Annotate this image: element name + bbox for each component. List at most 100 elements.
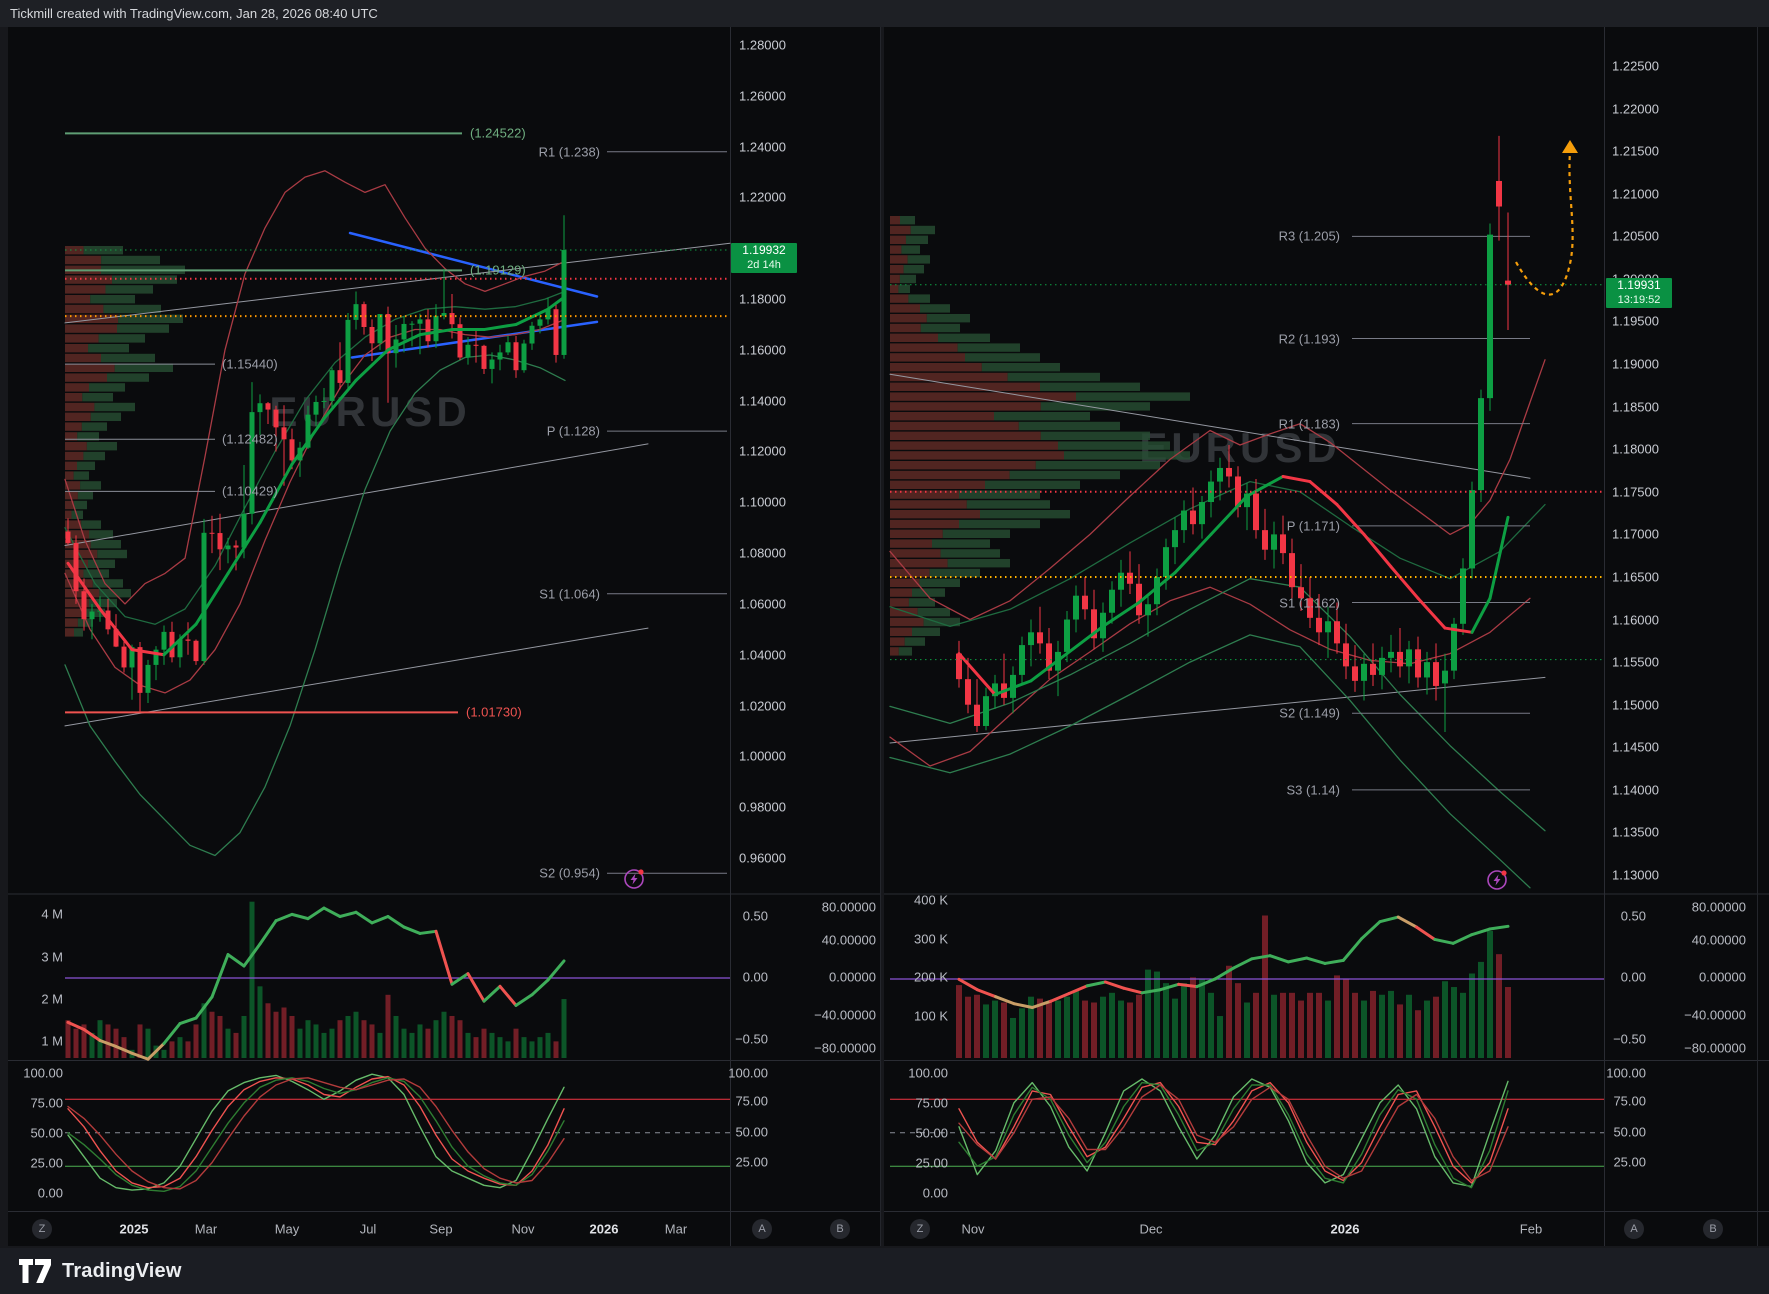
time-axis-label[interactable]: 2025 bbox=[119, 1221, 149, 1237]
price-axis-tick[interactable]: 1.13000 bbox=[1612, 867, 1659, 883]
secondary-scale-tick[interactable]: 100.00 bbox=[728, 1065, 768, 1081]
price-axis-tick[interactable]: 1.17000 bbox=[1612, 526, 1659, 542]
volume-scale-tick[interactable]: 2 M bbox=[41, 991, 63, 1007]
price-axis-tick[interactable]: 1.14000 bbox=[1612, 782, 1659, 798]
oscillator-scale-tick[interactable]: 75.00 bbox=[915, 1095, 948, 1111]
secondary-scale-tick[interactable]: 40.00000 bbox=[821, 932, 876, 948]
price-axis-tick[interactable]: 1.18000 bbox=[739, 291, 786, 307]
price-axis-tick[interactable]: 1.28000 bbox=[739, 37, 786, 53]
secondary-scale-tick[interactable]: −40.00000 bbox=[814, 1007, 876, 1023]
price-axis-tick[interactable]: 1.19000 bbox=[1612, 356, 1659, 372]
price-axis-tick[interactable]: 1.21500 bbox=[1612, 143, 1659, 159]
secondary-scale-tick[interactable]: 0.00000 bbox=[829, 969, 876, 985]
price-axis-tick[interactable]: 0.96000 bbox=[739, 850, 786, 866]
secondary-scale-tick[interactable]: −0.50 bbox=[735, 1031, 768, 1047]
oscillator-scale-tick[interactable]: 0.00 bbox=[37, 1185, 63, 1200]
secondary-scale-tick[interactable]: −80.00000 bbox=[1684, 1040, 1746, 1056]
price-axis-tick[interactable]: 1.16000 bbox=[1612, 612, 1659, 628]
price-axis-tick[interactable]: 1.16500 bbox=[1612, 569, 1659, 585]
price-axis-tick[interactable]: 1.15000 bbox=[1612, 697, 1659, 713]
time-axis-label[interactable]: May bbox=[274, 1221, 300, 1237]
secondary-scale-tick[interactable]: 75.00 bbox=[1613, 1093, 1646, 1109]
secondary-scale-tick[interactable]: 0.50 bbox=[742, 908, 768, 924]
oscillator-scale-tick[interactable]: 75.00 bbox=[30, 1095, 63, 1111]
time-axis-label[interactable]: Sep bbox=[429, 1221, 453, 1237]
oscillator-scale-tick[interactable]: 25.00 bbox=[915, 1155, 948, 1171]
volume-scale-tick[interactable]: 1 M bbox=[41, 1033, 63, 1049]
tradingview-wordmark[interactable]: TradingView bbox=[62, 1259, 182, 1282]
secondary-scale-tick[interactable]: 80.00000 bbox=[821, 899, 876, 915]
time-axis-label[interactable]: Feb bbox=[1519, 1221, 1543, 1237]
price-axis-tick[interactable]: 1.10000 bbox=[739, 494, 786, 510]
volume-scale-tick[interactable]: 4 M bbox=[41, 906, 63, 922]
oscillator-scale-tick[interactable]: 50.00 bbox=[915, 1125, 948, 1141]
price-axis-tick[interactable]: 1.20500 bbox=[1612, 228, 1659, 244]
secondary-scale-tick[interactable]: 80.00000 bbox=[1691, 899, 1746, 915]
volume-scale-tick[interactable]: 3 M bbox=[41, 949, 63, 965]
secondary-scale-tick[interactable]: 25.00 bbox=[735, 1154, 768, 1170]
time-axis-label[interactable]: 2026 bbox=[589, 1221, 619, 1237]
time-axis-label[interactable]: Dec bbox=[1139, 1221, 1163, 1237]
secondary-scale-tick[interactable]: 25.00 bbox=[1613, 1154, 1646, 1170]
price-axis-tick[interactable]: 1.24000 bbox=[739, 139, 786, 155]
secondary-scale-tick[interactable]: 50.00 bbox=[735, 1124, 768, 1140]
tradingview-logo-icon[interactable] bbox=[18, 1258, 52, 1284]
price-axis-tick[interactable]: 1.22000 bbox=[1612, 101, 1659, 117]
axis-button-a[interactable]: A bbox=[752, 1219, 772, 1239]
secondary-scale-tick[interactable]: 0.00 bbox=[1620, 969, 1646, 985]
oscillator-scale-tick[interactable]: 25.00 bbox=[30, 1155, 63, 1171]
volume-scale-tick[interactable]: 300 K bbox=[914, 931, 948, 947]
last-price-label: 1.19932 2d 14h bbox=[731, 242, 797, 273]
time-axis-label[interactable]: Mar bbox=[194, 1221, 218, 1237]
axis-button-b[interactable]: B bbox=[1703, 1219, 1723, 1239]
secondary-scale-tick[interactable]: 0.50 bbox=[1620, 908, 1646, 924]
price-axis-tick[interactable]: 1.08000 bbox=[739, 545, 786, 561]
price-axis-tick[interactable]: 1.18000 bbox=[1612, 441, 1659, 457]
price-axis-tick[interactable]: 1.06000 bbox=[739, 596, 786, 612]
secondary-scale-tick[interactable]: −80.00000 bbox=[814, 1040, 876, 1056]
secondary-scale-tick[interactable]: 50.00 bbox=[1613, 1124, 1646, 1140]
time-axis-label[interactable]: 2026 bbox=[1330, 1221, 1360, 1237]
oscillator-scale-tick[interactable]: 100.00 bbox=[908, 1065, 948, 1081]
secondary-scale-tick[interactable]: 75.00 bbox=[735, 1093, 768, 1109]
secondary-scale-tick[interactable]: 0.00000 bbox=[1699, 969, 1746, 985]
secondary-scale-tick[interactable]: −40.00000 bbox=[1684, 1007, 1746, 1023]
volume-scale-tick[interactable]: 400 K bbox=[914, 892, 948, 908]
axis-button-z[interactable]: Z bbox=[910, 1219, 930, 1239]
axis-button-b[interactable]: B bbox=[830, 1219, 850, 1239]
price-axis-tick[interactable]: 1.12000 bbox=[739, 443, 786, 459]
price-axis-tick[interactable]: 1.17500 bbox=[1612, 484, 1659, 500]
secondary-scale-tick[interactable]: −0.50 bbox=[1613, 1031, 1646, 1047]
time-axis-label[interactable]: Jul bbox=[359, 1221, 377, 1237]
price-axis-tick[interactable]: 1.26000 bbox=[739, 88, 786, 104]
price-axis-tick[interactable]: 1.15500 bbox=[1612, 654, 1659, 670]
secondary-scale-tick[interactable]: 40.00000 bbox=[1691, 932, 1746, 948]
price-axis-tick[interactable]: 0.98000 bbox=[739, 799, 786, 815]
volume-scale-tick[interactable]: 200 K bbox=[914, 969, 948, 985]
price-axis-tick[interactable]: 1.02000 bbox=[739, 698, 786, 714]
price-axis-tick[interactable]: 1.14000 bbox=[739, 393, 786, 409]
pivot-label: S2 (0.954) bbox=[539, 865, 600, 881]
time-axis-label[interactable]: Mar bbox=[664, 1221, 688, 1237]
price-axis-tick[interactable]: 1.22500 bbox=[1612, 58, 1659, 74]
price-axis-tick[interactable]: 1.14500 bbox=[1612, 739, 1659, 755]
oscillator-scale-tick[interactable]: 50.00 bbox=[30, 1125, 63, 1141]
bar-countdown: 13:19:52 bbox=[1617, 293, 1661, 306]
oscillator-scale-tick[interactable]: 0.00 bbox=[922, 1185, 948, 1200]
oscillator-scale-tick[interactable]: 100.00 bbox=[23, 1065, 63, 1081]
secondary-scale-tick[interactable]: 100.00 bbox=[1606, 1065, 1646, 1081]
time-axis-label[interactable]: Nov bbox=[511, 1221, 535, 1237]
axis-button-z[interactable]: Z bbox=[32, 1219, 52, 1239]
price-axis-tick[interactable]: 1.21000 bbox=[1612, 186, 1659, 202]
volume-scale-tick[interactable]: 100 K bbox=[914, 1008, 948, 1024]
price-axis-tick[interactable]: 1.19500 bbox=[1612, 313, 1659, 329]
secondary-scale-tick[interactable]: 0.00 bbox=[742, 969, 768, 985]
price-axis-tick[interactable]: 1.13500 bbox=[1612, 824, 1659, 840]
price-axis-tick[interactable]: 1.18500 bbox=[1612, 399, 1659, 415]
price-axis-tick[interactable]: 1.00000 bbox=[739, 748, 786, 764]
price-axis-tick[interactable]: 1.04000 bbox=[739, 647, 786, 663]
time-axis-label[interactable]: Nov bbox=[961, 1221, 985, 1237]
price-axis-tick[interactable]: 1.22000 bbox=[739, 189, 786, 205]
axis-button-a[interactable]: A bbox=[1624, 1219, 1644, 1239]
price-axis-tick[interactable]: 1.16000 bbox=[739, 342, 786, 358]
